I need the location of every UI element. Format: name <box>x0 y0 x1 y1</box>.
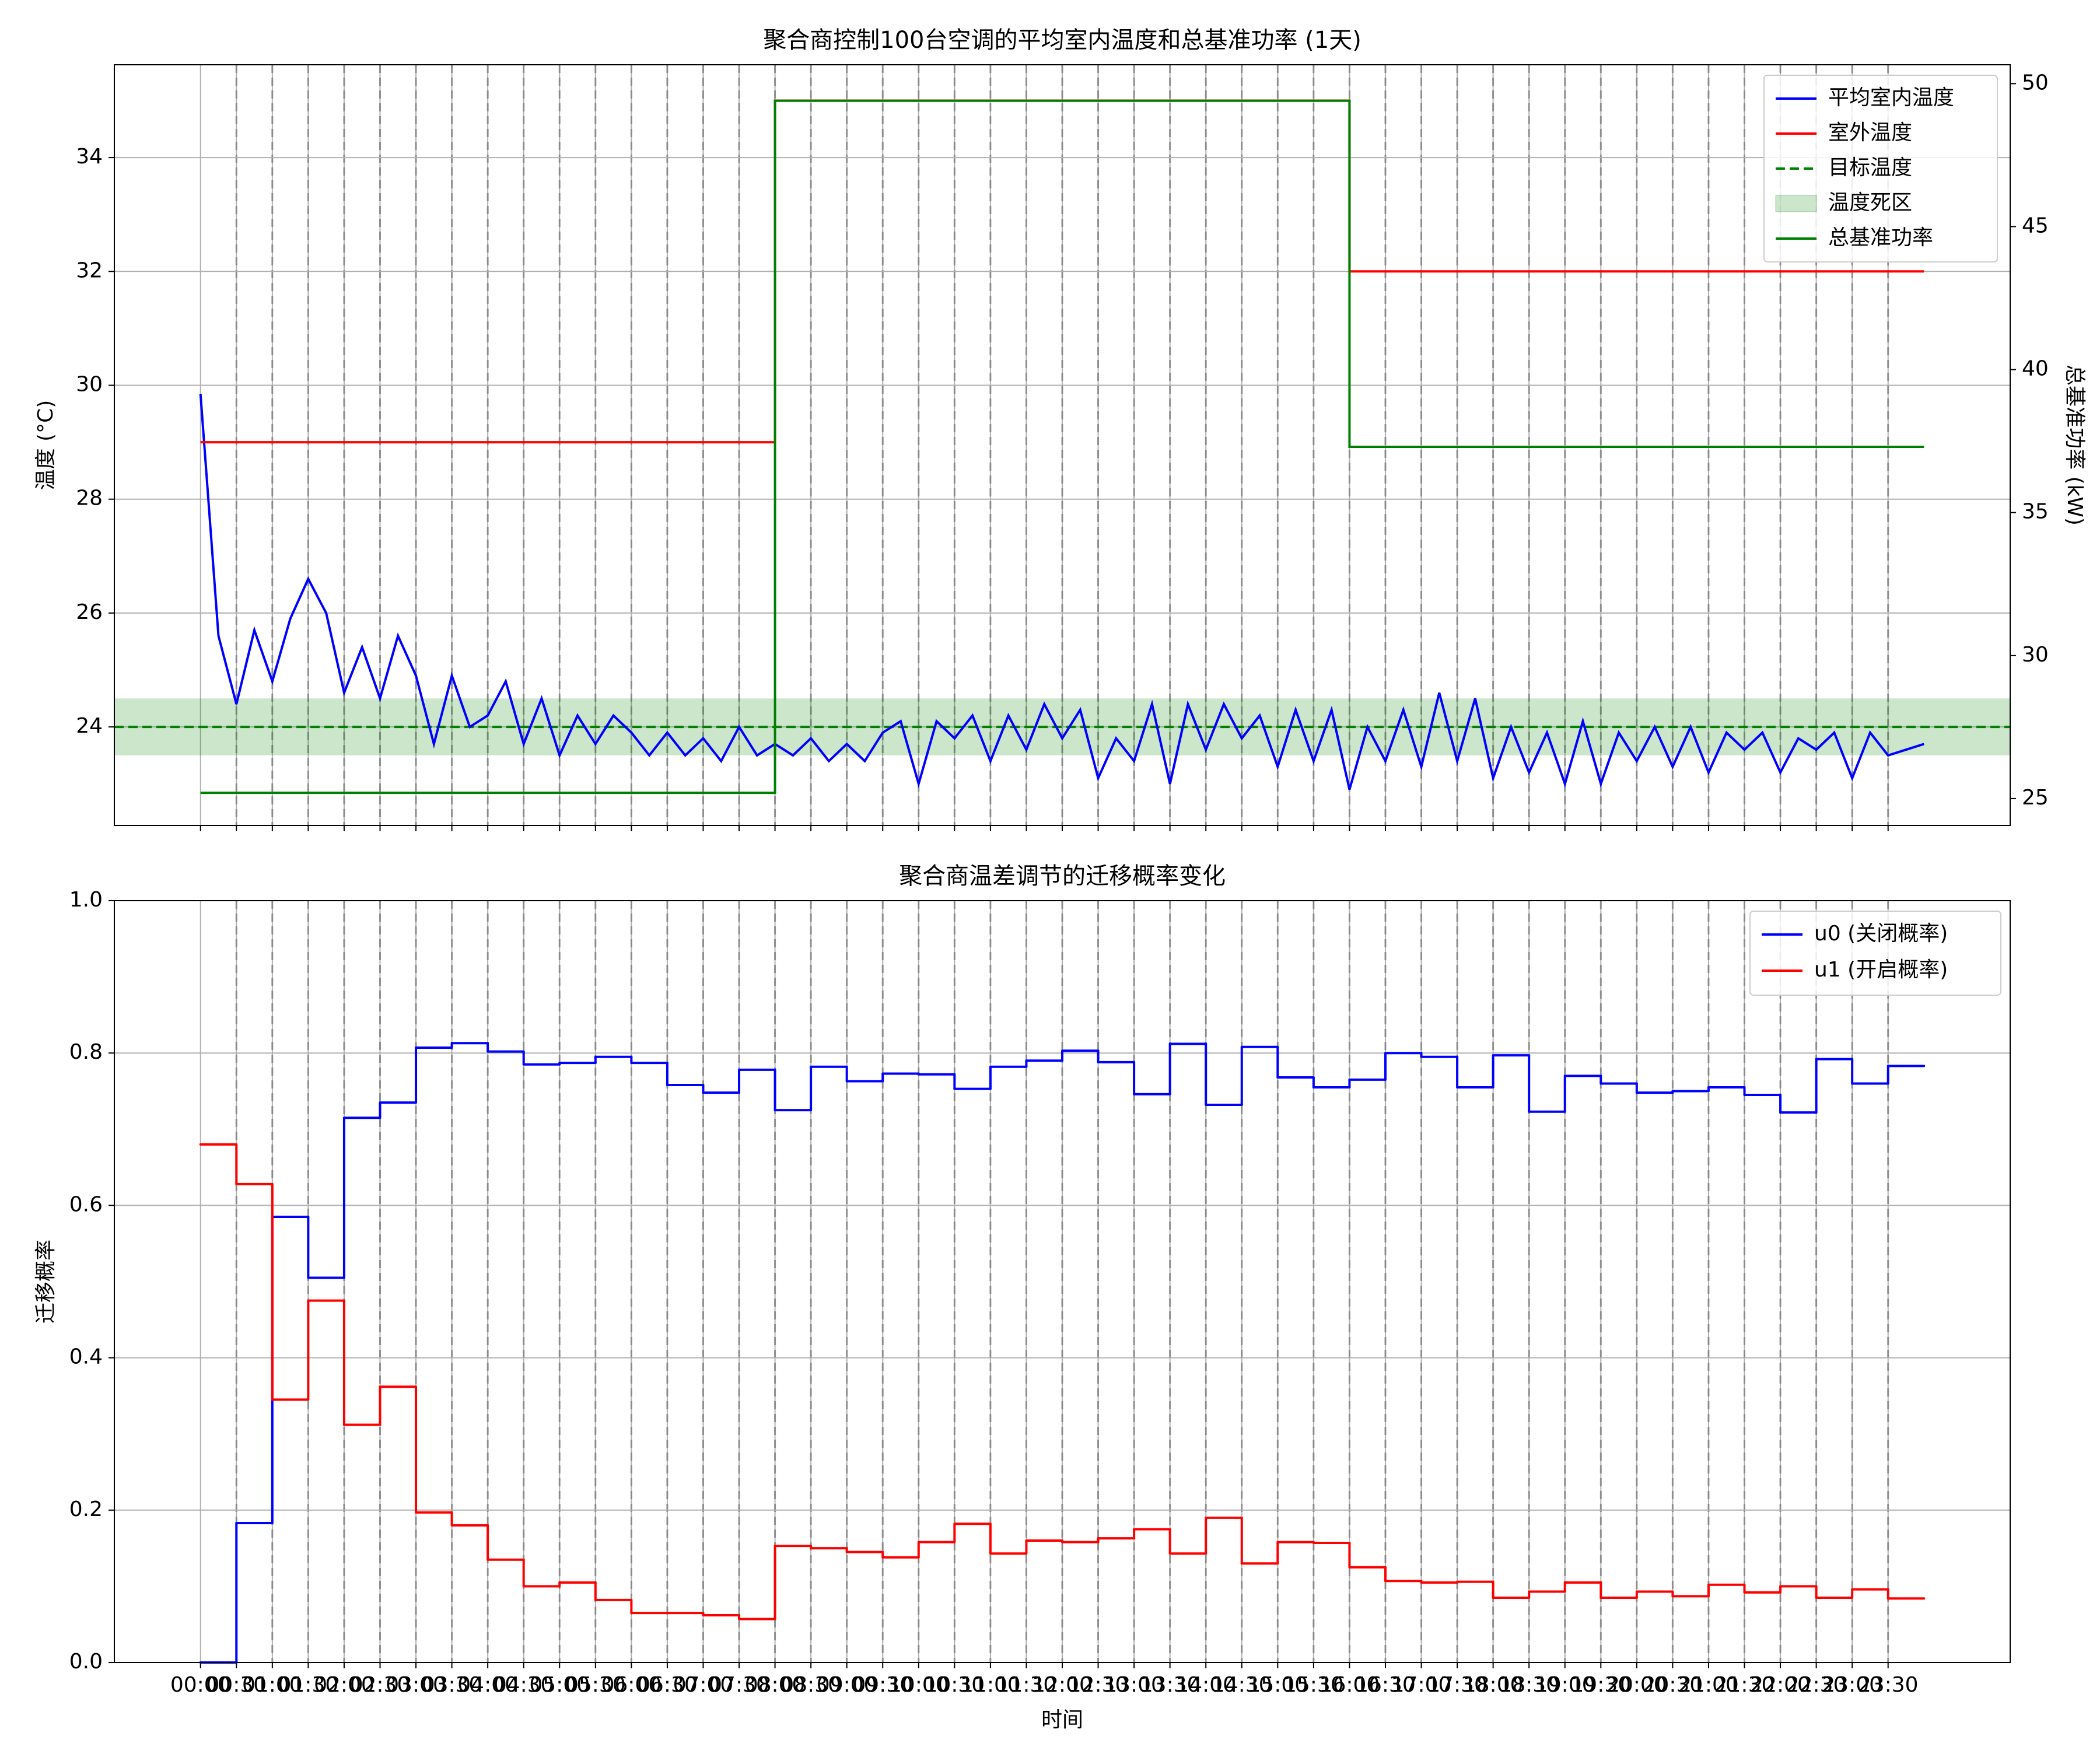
legend-label: 温度死区 <box>1828 191 1912 215</box>
x-tick-label: 09:30 <box>852 1673 913 1697</box>
legend-label: 室外温度 <box>1828 121 1912 145</box>
x-tick-label: 06:30 <box>637 1673 698 1697</box>
x-tick-label: 11:30 <box>996 1673 1057 1697</box>
legend-box <box>1763 75 1998 262</box>
x-tick-label: 14:00 <box>1175 1673 1236 1697</box>
x-tick-label: 02:30 <box>350 1673 411 1697</box>
y-tick-label: 34 <box>76 145 103 169</box>
x-axis-label: 时间 <box>1041 1708 1083 1732</box>
x-tick-label: 12:00 <box>1032 1673 1093 1697</box>
x-tick-label: 18:00 <box>1463 1673 1524 1697</box>
y-tick-label: 32 <box>76 258 103 282</box>
axes-frame <box>114 900 2011 1663</box>
x-tick-label: 23:00 <box>1822 1673 1882 1697</box>
x-tick-label: 07:30 <box>709 1673 769 1697</box>
y2-tick-label: 50 <box>2022 71 2049 94</box>
x-tick-label: 08:30 <box>780 1673 841 1697</box>
legend-label: 总基准功率 <box>1828 226 1933 250</box>
x-tick-label: 20:30 <box>1643 1673 1703 1697</box>
x-tick-label: 14:30 <box>1212 1673 1272 1697</box>
x-tick-label: 00:30 <box>206 1673 267 1697</box>
legend-label: 平均室内温度 <box>1828 86 1954 110</box>
y-tick-label: 0.0 <box>69 1650 103 1674</box>
x-tick-label: 12:30 <box>1068 1673 1129 1697</box>
x-tick-label: 22:30 <box>1786 1673 1847 1697</box>
x-tick-label: 02:00 <box>314 1673 374 1697</box>
y-tick-label: 24 <box>76 714 103 738</box>
y-tick-label: 1.0 <box>69 888 103 912</box>
y2-tick-label: 30 <box>2022 643 2049 667</box>
x-tick-label: 04:00 <box>457 1673 518 1697</box>
y-tick-label: 26 <box>76 600 103 624</box>
y-tick-label: 30 <box>76 373 103 397</box>
x-tick-label: 00:00 <box>170 1673 231 1697</box>
series-line <box>199 394 1924 790</box>
y2-axis-label: 总基准功率 (kW) <box>2063 365 2087 526</box>
x-tick-label: 18:30 <box>1499 1673 1559 1697</box>
x-tick-label: 06:00 <box>601 1673 662 1697</box>
x-tick-label: 03:30 <box>422 1673 482 1697</box>
legend-swatch <box>1775 195 1817 212</box>
x-tick-label: 09:00 <box>817 1673 877 1697</box>
legend-label: u0 (关闭概率) <box>1814 922 1948 946</box>
x-tick-label: 19:00 <box>1535 1673 1595 1697</box>
y-tick-label: 0.8 <box>69 1040 103 1064</box>
x-tick-label: 23:30 <box>1858 1673 1919 1697</box>
x-tick-label: 03:00 <box>386 1673 446 1697</box>
y2-tick-label: 35 <box>2022 500 2049 524</box>
x-tick-label: 13:30 <box>1140 1673 1200 1697</box>
x-tick-label: 01:30 <box>278 1673 339 1697</box>
y-tick-label: 0.6 <box>69 1192 103 1216</box>
chart-title: 聚合商温差调节的迁移概率变化 <box>899 863 1226 890</box>
x-tick-label: 05:30 <box>565 1673 626 1697</box>
legend-box <box>1749 911 2001 996</box>
y2-tick-label: 25 <box>2022 786 2049 810</box>
legend-label: u1 (开启概率) <box>1814 958 1948 982</box>
legend-label: 目标温度 <box>1828 156 1912 180</box>
x-tick-label: 22:00 <box>1750 1673 1811 1697</box>
x-tick-label: 19:30 <box>1570 1673 1631 1697</box>
x-tick-label: 04:30 <box>494 1673 554 1697</box>
x-tick-label: 21:30 <box>1714 1673 1775 1697</box>
y2-tick-label: 45 <box>2022 214 2049 237</box>
x-tick-label: 17:00 <box>1391 1673 1452 1697</box>
y-tick-label: 28 <box>76 487 103 510</box>
x-tick-label: 13:00 <box>1104 1673 1164 1697</box>
chart-title: 聚合商控制100台空调的平均室内温度和总基准功率 (1天) <box>763 27 1362 54</box>
x-tick-label: 07:00 <box>673 1673 734 1697</box>
x-tick-label: 16:30 <box>1355 1673 1416 1697</box>
x-tick-label: 20:00 <box>1606 1673 1667 1697</box>
x-tick-label: 11:00 <box>960 1673 1021 1697</box>
x-tick-label: 21:00 <box>1678 1673 1739 1697</box>
axes-frame <box>114 64 2011 826</box>
x-tick-label: 08:00 <box>745 1673 806 1697</box>
x-tick-label: 10:30 <box>924 1673 985 1697</box>
x-tick-label: 15:30 <box>1283 1673 1344 1697</box>
y-axis-label: 迁移概率 <box>34 1240 58 1324</box>
y-tick-label: 0.4 <box>69 1345 103 1369</box>
y2-tick-label: 40 <box>2022 357 2049 381</box>
x-tick-label: 15:00 <box>1247 1673 1308 1697</box>
series-line <box>200 99 1924 794</box>
x-tick-label: 05:00 <box>529 1673 590 1697</box>
y-axis-label: 温度 (°C) <box>34 400 58 491</box>
y-tick-label: 0.2 <box>69 1497 103 1521</box>
x-tick-label: 10:00 <box>888 1673 949 1697</box>
x-tick-label: 01:00 <box>242 1673 303 1697</box>
x-tick-label: 16:00 <box>1320 1673 1380 1697</box>
x-tick-label: 17:30 <box>1427 1673 1488 1697</box>
